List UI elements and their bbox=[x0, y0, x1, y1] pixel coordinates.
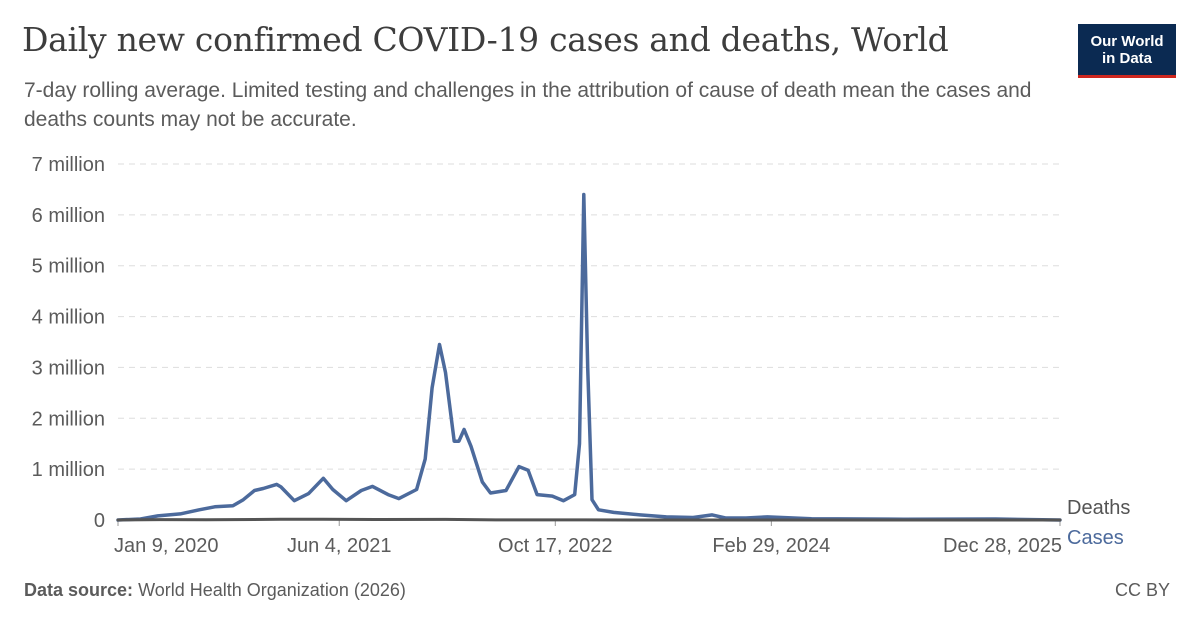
y-tick-label: 3 million bbox=[32, 357, 105, 379]
legend-label-cases[interactable]: Cases bbox=[1067, 527, 1124, 549]
chart-title: Daily new confirmed COVID-19 cases and d… bbox=[22, 20, 949, 59]
series-line-cases[interactable] bbox=[116, 192, 1062, 522]
data-source-label: Data source: bbox=[24, 580, 134, 600]
series-line-deaths[interactable] bbox=[116, 517, 1062, 522]
y-tick-label: 5 million bbox=[32, 256, 105, 278]
data-source: Data source: World Health Organization (… bbox=[24, 580, 406, 601]
y-tick-label: 1 million bbox=[32, 459, 105, 481]
x-tick-label: Jan 9, 2020 bbox=[114, 535, 219, 557]
y-tick-label: 6 million bbox=[32, 205, 105, 227]
logo-line-2: in Data bbox=[1101, 50, 1152, 67]
x-axis: Jan 9, 2020 Jun 4, 2021 Oct 17, 2022 Feb 29… bbox=[114, 519, 1062, 557]
series-lines bbox=[116, 192, 1062, 522]
data-source-text[interactable]: World Health Organization (2026) bbox=[138, 580, 406, 600]
y-tick-label: 4 million bbox=[32, 307, 105, 329]
license-link[interactable]: CC BY bbox=[1114, 580, 1170, 600]
legend-label-deaths[interactable]: Deaths bbox=[1067, 497, 1130, 519]
y-tick-label: 7 million bbox=[32, 154, 105, 176]
legend: Deaths Cases bbox=[1067, 497, 1130, 549]
owid-logo[interactable]: Our World in Data bbox=[1078, 24, 1176, 78]
y-gridlines bbox=[118, 163, 1060, 470]
x-tick-label: Oct 17, 2022 bbox=[498, 535, 613, 557]
x-tick-label: Jun 4, 2021 bbox=[287, 535, 392, 557]
logo-line-1: Our World bbox=[1090, 33, 1164, 50]
x-tick-label: Feb 29, 2024 bbox=[712, 535, 830, 557]
y-axis-labels: 0 1 million 2 million 3 million 4 million 5 m… bbox=[32, 154, 105, 532]
y-tick-label: 2 million bbox=[32, 408, 105, 430]
y-tick-label: 0 bbox=[94, 510, 105, 532]
chart-subtitle: 7-day rolling average. Limited testing a… bbox=[24, 79, 1032, 131]
x-tick-label: Dec 28, 2025 bbox=[943, 535, 1062, 557]
